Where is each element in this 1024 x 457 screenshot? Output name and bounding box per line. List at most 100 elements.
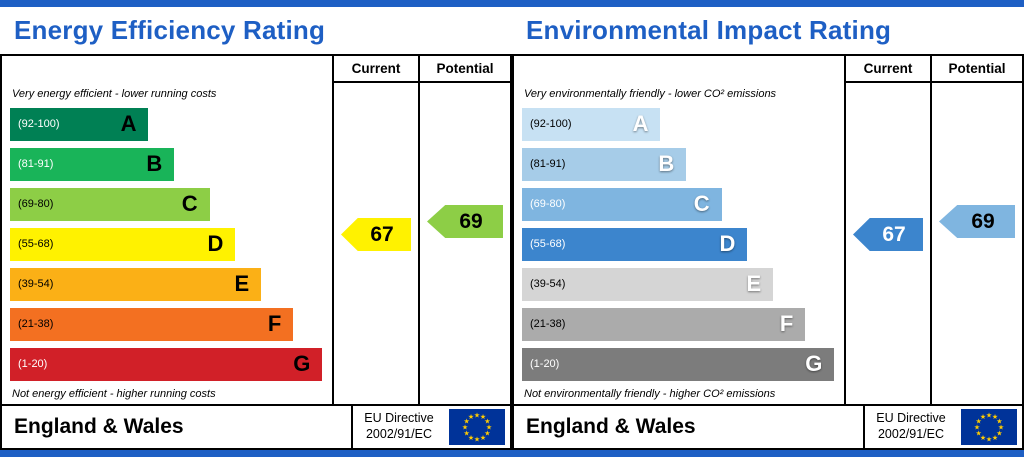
- svg-text:★: ★: [975, 430, 981, 438]
- current-rating-arrow: 67: [341, 218, 411, 251]
- current-column-header: Current: [332, 56, 418, 83]
- page-title: Environmental Impact Rating: [526, 15, 892, 45]
- band-letter: D: [207, 231, 224, 256]
- env-band-d: (55-68) D: [522, 227, 748, 261]
- band-range: (55-68): [18, 238, 54, 250]
- energy-efficiency-panel: Energy Efficiency Rating Current Potenti…: [0, 7, 512, 450]
- potential-column-header: Potential: [930, 56, 1022, 83]
- energy-band-chart: Very energy efficient - lower running co…: [2, 83, 332, 404]
- svg-text:★: ★: [986, 412, 992, 420]
- table-header-row: Current Potential: [514, 56, 1022, 83]
- eu-directive-label: EU Directive 2002/91/EC: [351, 406, 445, 448]
- band-row: (69-80) C: [522, 184, 844, 224]
- band-letter: E: [234, 271, 250, 296]
- top-note: Very environmentally friendly - lower CO…: [524, 87, 777, 100]
- band-row: (55-68) D: [10, 224, 332, 264]
- band-letter: E: [746, 271, 762, 296]
- current-rating-value: 67: [370, 222, 394, 246]
- rating-panels: Energy Efficiency Rating Current Potenti…: [0, 7, 1024, 450]
- band-range: (39-54): [530, 278, 566, 290]
- env-band-a: (92-100) A: [522, 107, 661, 141]
- svg-text:★: ★: [484, 418, 490, 426]
- potential-value-column: 69: [930, 83, 1022, 404]
- band-range: (92-100): [18, 118, 60, 130]
- svg-text:★: ★: [463, 430, 469, 438]
- svg-text:★: ★: [480, 434, 486, 442]
- bottom-note: Not environmentally friendly - higher CO…: [524, 388, 776, 400]
- environmental-band-chart: Very environmentally friendly - lower CO…: [514, 83, 844, 404]
- svg-text:★: ★: [480, 413, 486, 421]
- bottom-blue-bar: [0, 450, 1024, 457]
- svg-text:★: ★: [992, 434, 998, 442]
- band-range: (1-20): [530, 358, 560, 370]
- svg-text:★: ★: [486, 424, 492, 432]
- chart-column-header: [2, 56, 332, 83]
- svg-text:★: ★: [463, 418, 469, 426]
- region-label: England & Wales: [526, 415, 696, 438]
- region-label: England & Wales: [14, 415, 184, 438]
- band-range: (92-100): [530, 118, 572, 130]
- svg-text:★: ★: [980, 434, 986, 442]
- eu-directive-line1: EU Directive: [876, 411, 946, 426]
- env-band-g: (1-20) G: [522, 347, 835, 381]
- band-range: (81-91): [18, 158, 54, 170]
- band-e: (39-54) E: [10, 267, 262, 301]
- svg-text:★: ★: [468, 413, 474, 421]
- svg-text:★: ★: [474, 436, 480, 444]
- band-letter: A: [120, 111, 137, 136]
- env-band-b: (81-91) B: [522, 147, 687, 181]
- potential-value-column: 69: [418, 83, 510, 404]
- svg-text:★: ★: [996, 418, 1002, 426]
- band-d: (55-68) D: [10, 227, 236, 261]
- band-row: (81-91) B: [10, 144, 332, 184]
- potential-rating-value: 69: [971, 209, 995, 233]
- potential-column-header: Potential: [418, 56, 510, 83]
- band-row: (81-91) B: [522, 144, 844, 184]
- current-column-header: Current: [844, 56, 930, 83]
- band-range: (39-54): [18, 278, 54, 290]
- band-c: (69-80) C: [10, 187, 210, 221]
- band-letter: F: [779, 311, 794, 336]
- table-body: Very environmentally friendly - lower CO…: [514, 83, 1022, 404]
- svg-text:★: ★: [996, 430, 1002, 438]
- top-note: Very energy efficient - lower running co…: [12, 87, 217, 100]
- band-letter: G: [805, 351, 823, 376]
- band-row: (55-68) D: [522, 224, 844, 264]
- svg-text:★: ★: [484, 430, 490, 438]
- table-footer: England & Wales EU Directive 2002/91/EC …: [2, 404, 510, 448]
- band-f: (21-38) F: [10, 307, 294, 341]
- eu-directive-line1: EU Directive: [364, 411, 434, 426]
- current-rating-value: 67: [882, 222, 906, 246]
- svg-text:★: ★: [474, 412, 480, 420]
- eu-flag-icon: ★ ★ ★ ★ ★ ★ ★ ★ ★ ★ ★ ★: [449, 409, 505, 445]
- energy-rating-table: Current Potential Very energy efficient …: [0, 54, 512, 450]
- svg-text:★: ★: [974, 424, 980, 432]
- band-range: (21-38): [530, 318, 566, 330]
- svg-text:★: ★: [986, 436, 992, 444]
- environmental-rating-table: Current Potential Very environmentally f…: [512, 54, 1024, 450]
- top-blue-bar: [0, 0, 1024, 7]
- page-title: Energy Efficiency Rating: [14, 15, 326, 45]
- band-row: (1-20) G: [10, 344, 332, 384]
- env-band-c: (69-80) C: [522, 187, 722, 221]
- band-row: (92-100) A: [522, 104, 844, 144]
- svg-text:★: ★: [998, 424, 1004, 432]
- band-range: (55-68): [530, 238, 566, 250]
- band-letter: B: [146, 151, 163, 176]
- eu-directive-line2: 2002/91/EC: [365, 427, 433, 441]
- environmental-impact-panel: Environmental Impact Rating Current Pote…: [512, 7, 1024, 450]
- svg-text:★: ★: [975, 418, 981, 426]
- chart-column-header: [514, 56, 844, 83]
- band-letter: F: [267, 311, 282, 336]
- band-row: (39-54) E: [10, 264, 332, 304]
- band-a: (92-100) A: [10, 107, 149, 141]
- band-b: (81-91) B: [10, 147, 175, 181]
- environmental-bands: (92-100) A (81-91) B (69: [514, 104, 844, 384]
- band-letter: G: [293, 351, 311, 376]
- band-range: (69-80): [18, 198, 54, 210]
- svg-text:★: ★: [992, 413, 998, 421]
- bottom-note: Not energy efficient - higher running co…: [12, 388, 216, 400]
- band-letter: B: [658, 151, 675, 176]
- svg-text:★: ★: [980, 413, 986, 421]
- eu-directive-line2: 2002/91/EC: [877, 427, 945, 441]
